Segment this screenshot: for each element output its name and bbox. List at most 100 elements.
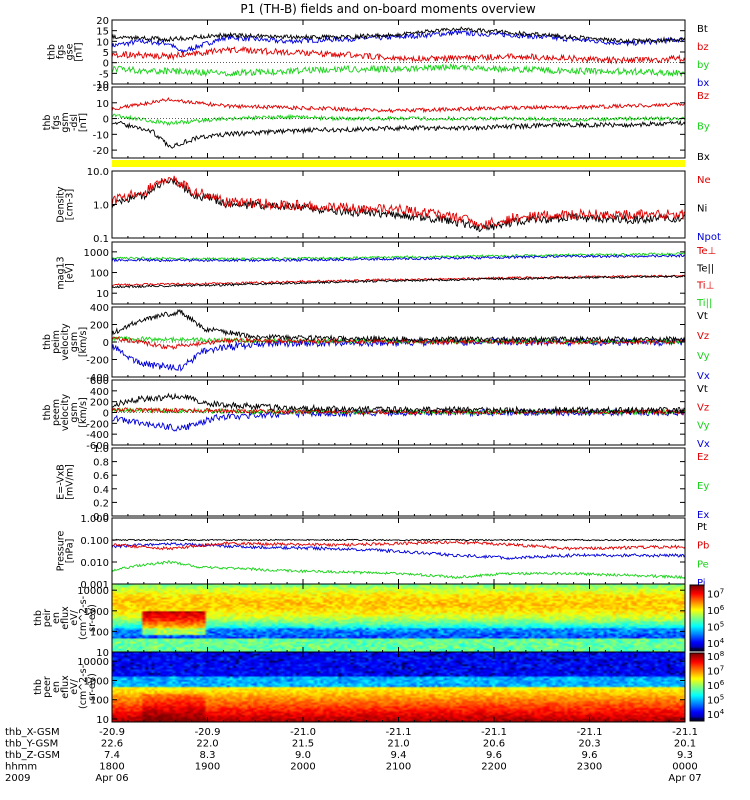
y-tick-label: 0: [103, 59, 109, 70]
x-axis-value: 8.3: [200, 750, 216, 761]
y-tick-label: 1000: [84, 607, 109, 618]
series-line-pressure-3: [111, 538, 686, 542]
legend-entry: Te||: [696, 263, 714, 274]
y-tick-label: -200: [86, 356, 109, 367]
x-axis-value: -21.1: [386, 727, 412, 738]
legend-entry: Vy: [697, 351, 710, 362]
y-axis-label: E=-VxB[mV/m]: [56, 464, 76, 500]
x-axis-value: -21.1: [672, 727, 698, 738]
x-axis-value: 0000: [672, 762, 697, 773]
x-axis-row-label: 2009: [5, 773, 30, 784]
x-axis-value: -21.1: [577, 727, 603, 738]
y-tick-label: 1.000: [80, 514, 109, 525]
legend-entry: Pe: [697, 559, 709, 570]
y-tick-label: 400: [90, 303, 109, 314]
colorbar-tick-label: 105: [707, 620, 724, 633]
series-line-temperature-3: [111, 274, 686, 289]
colorbar-tick-label: 108: [707, 650, 724, 663]
figure-title: P1 (TH-B) fields and on-board moments ov…: [240, 2, 536, 16]
y-tick-label: 0.6: [93, 471, 109, 482]
y-axis-label: Density[cm-3]: [56, 186, 76, 222]
legend-entry: Te⊥: [696, 246, 716, 257]
legend-entry: Pb: [697, 541, 709, 552]
x-axis-value: 9.0: [295, 750, 311, 761]
x-axis-row-label: thb_Y-GSM: [5, 739, 58, 750]
series-line-pressure-1: [111, 541, 686, 561]
legend-entry: Ex: [697, 510, 709, 521]
x-axis-value: 1800: [99, 762, 124, 773]
y-tick-label: 10000: [77, 657, 109, 668]
y-tick-label: 10000: [77, 586, 109, 597]
x-axis-row-label: hhmm: [5, 762, 37, 773]
y-tick-label: 0.100: [80, 536, 109, 547]
y-tick-label: -200: [86, 419, 109, 430]
y-tick-label: 10: [96, 37, 109, 48]
panel-frame: [111, 86, 686, 159]
y-tick-label: -5: [99, 69, 109, 80]
y-tick-label: -10: [93, 80, 109, 91]
y-tick-label: 0: [103, 115, 109, 126]
legend-entry: Vy: [697, 421, 710, 432]
y-tick-label: 0.8: [93, 458, 109, 469]
x-axis-value: 2100: [386, 762, 411, 773]
x-axis-value: 20.6: [483, 739, 505, 750]
y-axis-label: thbpeirenefluxeV/(cm^2-s-sr-eV): [33, 596, 98, 640]
y-axis-label: Pressure[nPa]: [56, 531, 76, 572]
y-axis-label: thbpeerenefluxeV/(cm^2-s-sr-eV): [33, 665, 98, 709]
x-axis-value: 20.1: [674, 739, 696, 750]
x-axis-value: 2300: [577, 762, 602, 773]
spectrogram-peer_eflux: [112, 652, 685, 722]
y-tick-label: 1000: [84, 248, 109, 259]
y-tick-label: -400: [86, 430, 109, 441]
y-tick-label: 20: [96, 16, 109, 27]
y-axis-label: thbpeemvelocitygsm[km/s]: [42, 394, 89, 432]
x-axis-value: 21.0: [387, 739, 409, 750]
y-tick-label: 0.1: [93, 234, 109, 245]
x-axis-value: 20.3: [578, 739, 600, 750]
x-axis-value: 7.4: [104, 750, 120, 761]
y-tick-label: 0.0: [93, 512, 109, 523]
series-line-fgs_gsm-1: [111, 113, 686, 126]
y-tick-label: 100: [90, 627, 109, 638]
legend-entry: Pi: [697, 578, 706, 589]
panel-density: Ne Ni Npot 10.0 1.0 0.1 Density[cm-3]: [56, 167, 721, 245]
series-line-fgs_gsm-0: [111, 119, 686, 149]
x-axis-value: -20.9: [195, 727, 221, 738]
colorbar-tick-label: 106: [707, 604, 725, 617]
legend-entry: Ey: [697, 481, 709, 492]
x-axis-value: -21.1: [481, 727, 507, 738]
y-tick-label: -10: [93, 130, 109, 141]
y-tick-label: 100: [90, 269, 109, 280]
x-axis-row-label: thb_Z-GSM: [5, 750, 60, 761]
y-tick-label: 20: [96, 83, 109, 94]
series-line-pressure-0: [111, 560, 686, 580]
x-axis-value: 2200: [481, 762, 506, 773]
legend-entry: Vx: [697, 371, 710, 382]
legend-entry: by: [697, 60, 709, 71]
y-tick-label: 0: [103, 338, 109, 349]
x-axis-value: 1900: [195, 762, 220, 773]
x-axis-value: -21.0: [290, 727, 316, 738]
x-axis-value: 22.0: [196, 739, 218, 750]
x-axis-value: 9.6: [582, 750, 598, 761]
panel-efield: Ez Ey Ex 1.0 0.8 0.6 0.4 0.2 0.0 E=-VxB[mV/m]: [56, 444, 710, 523]
y-tick-label: 100: [90, 696, 109, 707]
colorbar-frame: [689, 652, 705, 722]
x-axis-value: Apr 07: [668, 773, 701, 784]
y-axis-label: thbfgsgse[nT]: [47, 42, 85, 61]
panel-temperature: Te⊥ Te|| Ti⊥ Ti|| 1000 100 10 mag13[eV]: [56, 241, 716, 309]
y-tick-label: 600: [90, 376, 109, 387]
legend-entry: Vx: [697, 439, 710, 450]
series-line-fgs_gsm-2: [111, 96, 686, 114]
x-axis-value: 9.4: [391, 750, 407, 761]
y-axis-label: mag13[eV]: [56, 256, 76, 289]
x-axis-value: 22.6: [101, 739, 123, 750]
panel-frame: [111, 447, 686, 517]
y-tick-label: 200: [90, 321, 109, 332]
y-tick-label: 0.4: [93, 485, 109, 496]
y-tick-label: 0.2: [93, 498, 109, 509]
colorbar-tick-label: 107: [707, 587, 724, 600]
series-line-fgs_btotal-2: [111, 45, 686, 65]
